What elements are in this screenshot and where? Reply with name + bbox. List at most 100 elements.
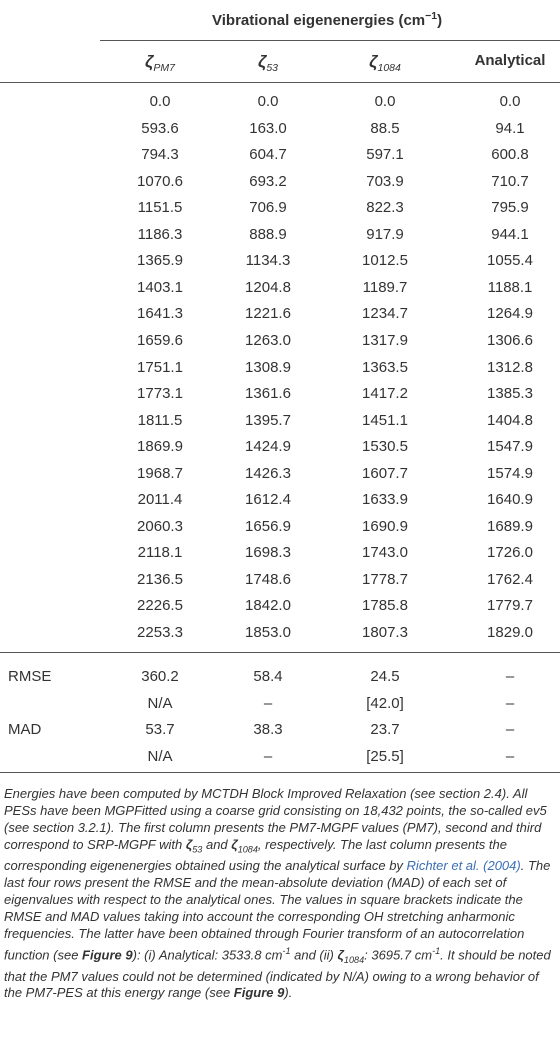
- column-subscript: PM7: [153, 62, 175, 74]
- table-cell: 23.7: [370, 721, 400, 738]
- table-cell: 1151.5: [137, 199, 183, 217]
- table-cell: 1417.2: [362, 385, 408, 403]
- table-cell: 1264.9: [487, 305, 533, 323]
- table-cell: 1633.9: [362, 491, 408, 509]
- footnote-subscript: 53: [192, 844, 203, 855]
- rule: [0, 82, 560, 83]
- table-cell: 1640.9: [487, 491, 533, 509]
- table-cell: 2011.4: [137, 491, 183, 509]
- table-cell: 593.6: [141, 119, 179, 137]
- table-cell: –: [505, 747, 515, 765]
- footnote-text: . The last four rows present the RMSE an…: [4, 858, 551, 963]
- table-cell: 1829.0: [487, 624, 533, 641]
- table-cell: 1807.3: [362, 624, 408, 641]
- table-cell: 88.5: [370, 119, 400, 137]
- table-cell: 1365.9: [137, 252, 183, 270]
- table-cell: 1641.3: [137, 305, 183, 323]
- footnote-subscript: 1084: [237, 844, 258, 855]
- title-text: Vibrational eigenenergies (cm: [212, 12, 426, 29]
- column-subscript: 53: [266, 62, 279, 74]
- table-cell: 1403.1: [137, 278, 183, 296]
- figure-ref[interactable]: Figure 9: [82, 947, 133, 963]
- column-subscript: 1084: [377, 62, 401, 74]
- table-cell: 1773.1: [137, 385, 183, 403]
- column-header: ζPM7: [145, 52, 175, 74]
- table-cell: 2060.3: [137, 517, 183, 535]
- table-cell: 888.9: [249, 225, 287, 243]
- table-cell: 1188.1: [487, 278, 533, 296]
- table-cell: 1779.7: [487, 597, 533, 615]
- footnote-symbol: ζ: [231, 836, 238, 852]
- table-cell: 944.1: [491, 225, 529, 243]
- table-cell: 710.7: [491, 172, 529, 190]
- column-symbol: ζ: [369, 52, 378, 71]
- table-cell: 2253.3: [137, 624, 183, 641]
- table-cell: 53.7: [145, 721, 175, 738]
- column-header: ζ1084: [369, 52, 401, 74]
- table-cell: 693.2: [249, 172, 287, 190]
- table-cell: 1312.8: [487, 358, 533, 376]
- table-cell: 1762.4: [487, 570, 533, 588]
- table-cell: 1055.4: [487, 252, 533, 270]
- footnote-text: , respectively. The last column presents…: [4, 836, 507, 874]
- title-superscript: −1: [425, 10, 438, 22]
- table-cell: N/A: [147, 747, 173, 765]
- table-cell: 1451.1: [362, 411, 408, 429]
- table-cell: 1659.6: [137, 331, 183, 349]
- table-cell: 94.1: [495, 119, 525, 137]
- table-cell: 1426.3: [245, 464, 291, 482]
- table-cell: 1574.9: [487, 464, 533, 482]
- table-cell: 38.3: [253, 721, 283, 738]
- table-cell: 1317.9: [362, 331, 408, 349]
- rule: [0, 652, 560, 653]
- table-cell: 604.7: [249, 146, 287, 164]
- table-cell: 1698.3: [245, 544, 291, 562]
- table-cell: 1012.5: [362, 252, 408, 270]
- table-cell: 600.8: [491, 146, 529, 164]
- table-cell: 1070.6: [137, 172, 183, 190]
- table-cell: 1189.7: [362, 278, 408, 296]
- table-cell: 1547.9: [487, 438, 533, 456]
- table-cell: 1221.6: [245, 305, 291, 323]
- table-cell: 1361.6: [245, 385, 291, 403]
- figure-ref[interactable]: Figure 9: [233, 985, 285, 1001]
- table-cell: 1968.7: [137, 464, 183, 482]
- table-cell: 822.3: [366, 199, 404, 217]
- table-cell: 1308.9: [245, 358, 291, 376]
- table-cell: –: [263, 694, 273, 712]
- table-cell: 1869.9: [137, 438, 183, 456]
- table-cell: 1743.0: [362, 544, 408, 562]
- table-cell: 2136.5: [137, 570, 183, 588]
- table-cell: 1690.9: [362, 517, 408, 535]
- table-cell: 1363.5: [362, 358, 408, 376]
- table-cell: 1785.8: [362, 597, 408, 615]
- footnote-subscript: 1084: [343, 954, 365, 965]
- table-cell: 360.2: [141, 668, 179, 685]
- table-cell: 1748.6: [245, 570, 291, 588]
- table-cell: –: [505, 668, 515, 685]
- table-cell: 58.4: [253, 668, 283, 685]
- table-cell: –: [505, 721, 515, 738]
- table-cell: [42.0]: [366, 694, 404, 712]
- footnote-superscript: -1: [282, 945, 291, 956]
- citation-link[interactable]: Richter et al. (2004): [406, 858, 521, 874]
- table-cell: 1530.5: [362, 438, 408, 456]
- table-cell: 1842.0: [245, 597, 291, 615]
- footnote-text: ): (i) Analytical: 3533.8 cm: [132, 947, 283, 963]
- table-cell: 1234.7: [362, 305, 408, 323]
- table-cell: –: [505, 694, 515, 712]
- table-cell: 2226.5: [137, 597, 183, 615]
- column-symbol: ζ: [145, 52, 154, 71]
- footnote-superscript: -1: [432, 945, 441, 956]
- footnote: Energies have been computed by MCTDH Blo…: [4, 786, 556, 1002]
- table-title: Vibrational eigenenergies (cm−1): [212, 10, 442, 29]
- column-symbol: ζ: [257, 52, 267, 71]
- footnote-symbol: ζ: [337, 947, 344, 963]
- table-cell: –: [263, 747, 273, 765]
- footnote-text: ).: [284, 985, 293, 1001]
- table-cell: 1404.8: [487, 411, 533, 429]
- table-cell: 1134.3: [245, 252, 291, 270]
- rule: [100, 40, 560, 41]
- table-cell: 1689.9: [487, 517, 533, 535]
